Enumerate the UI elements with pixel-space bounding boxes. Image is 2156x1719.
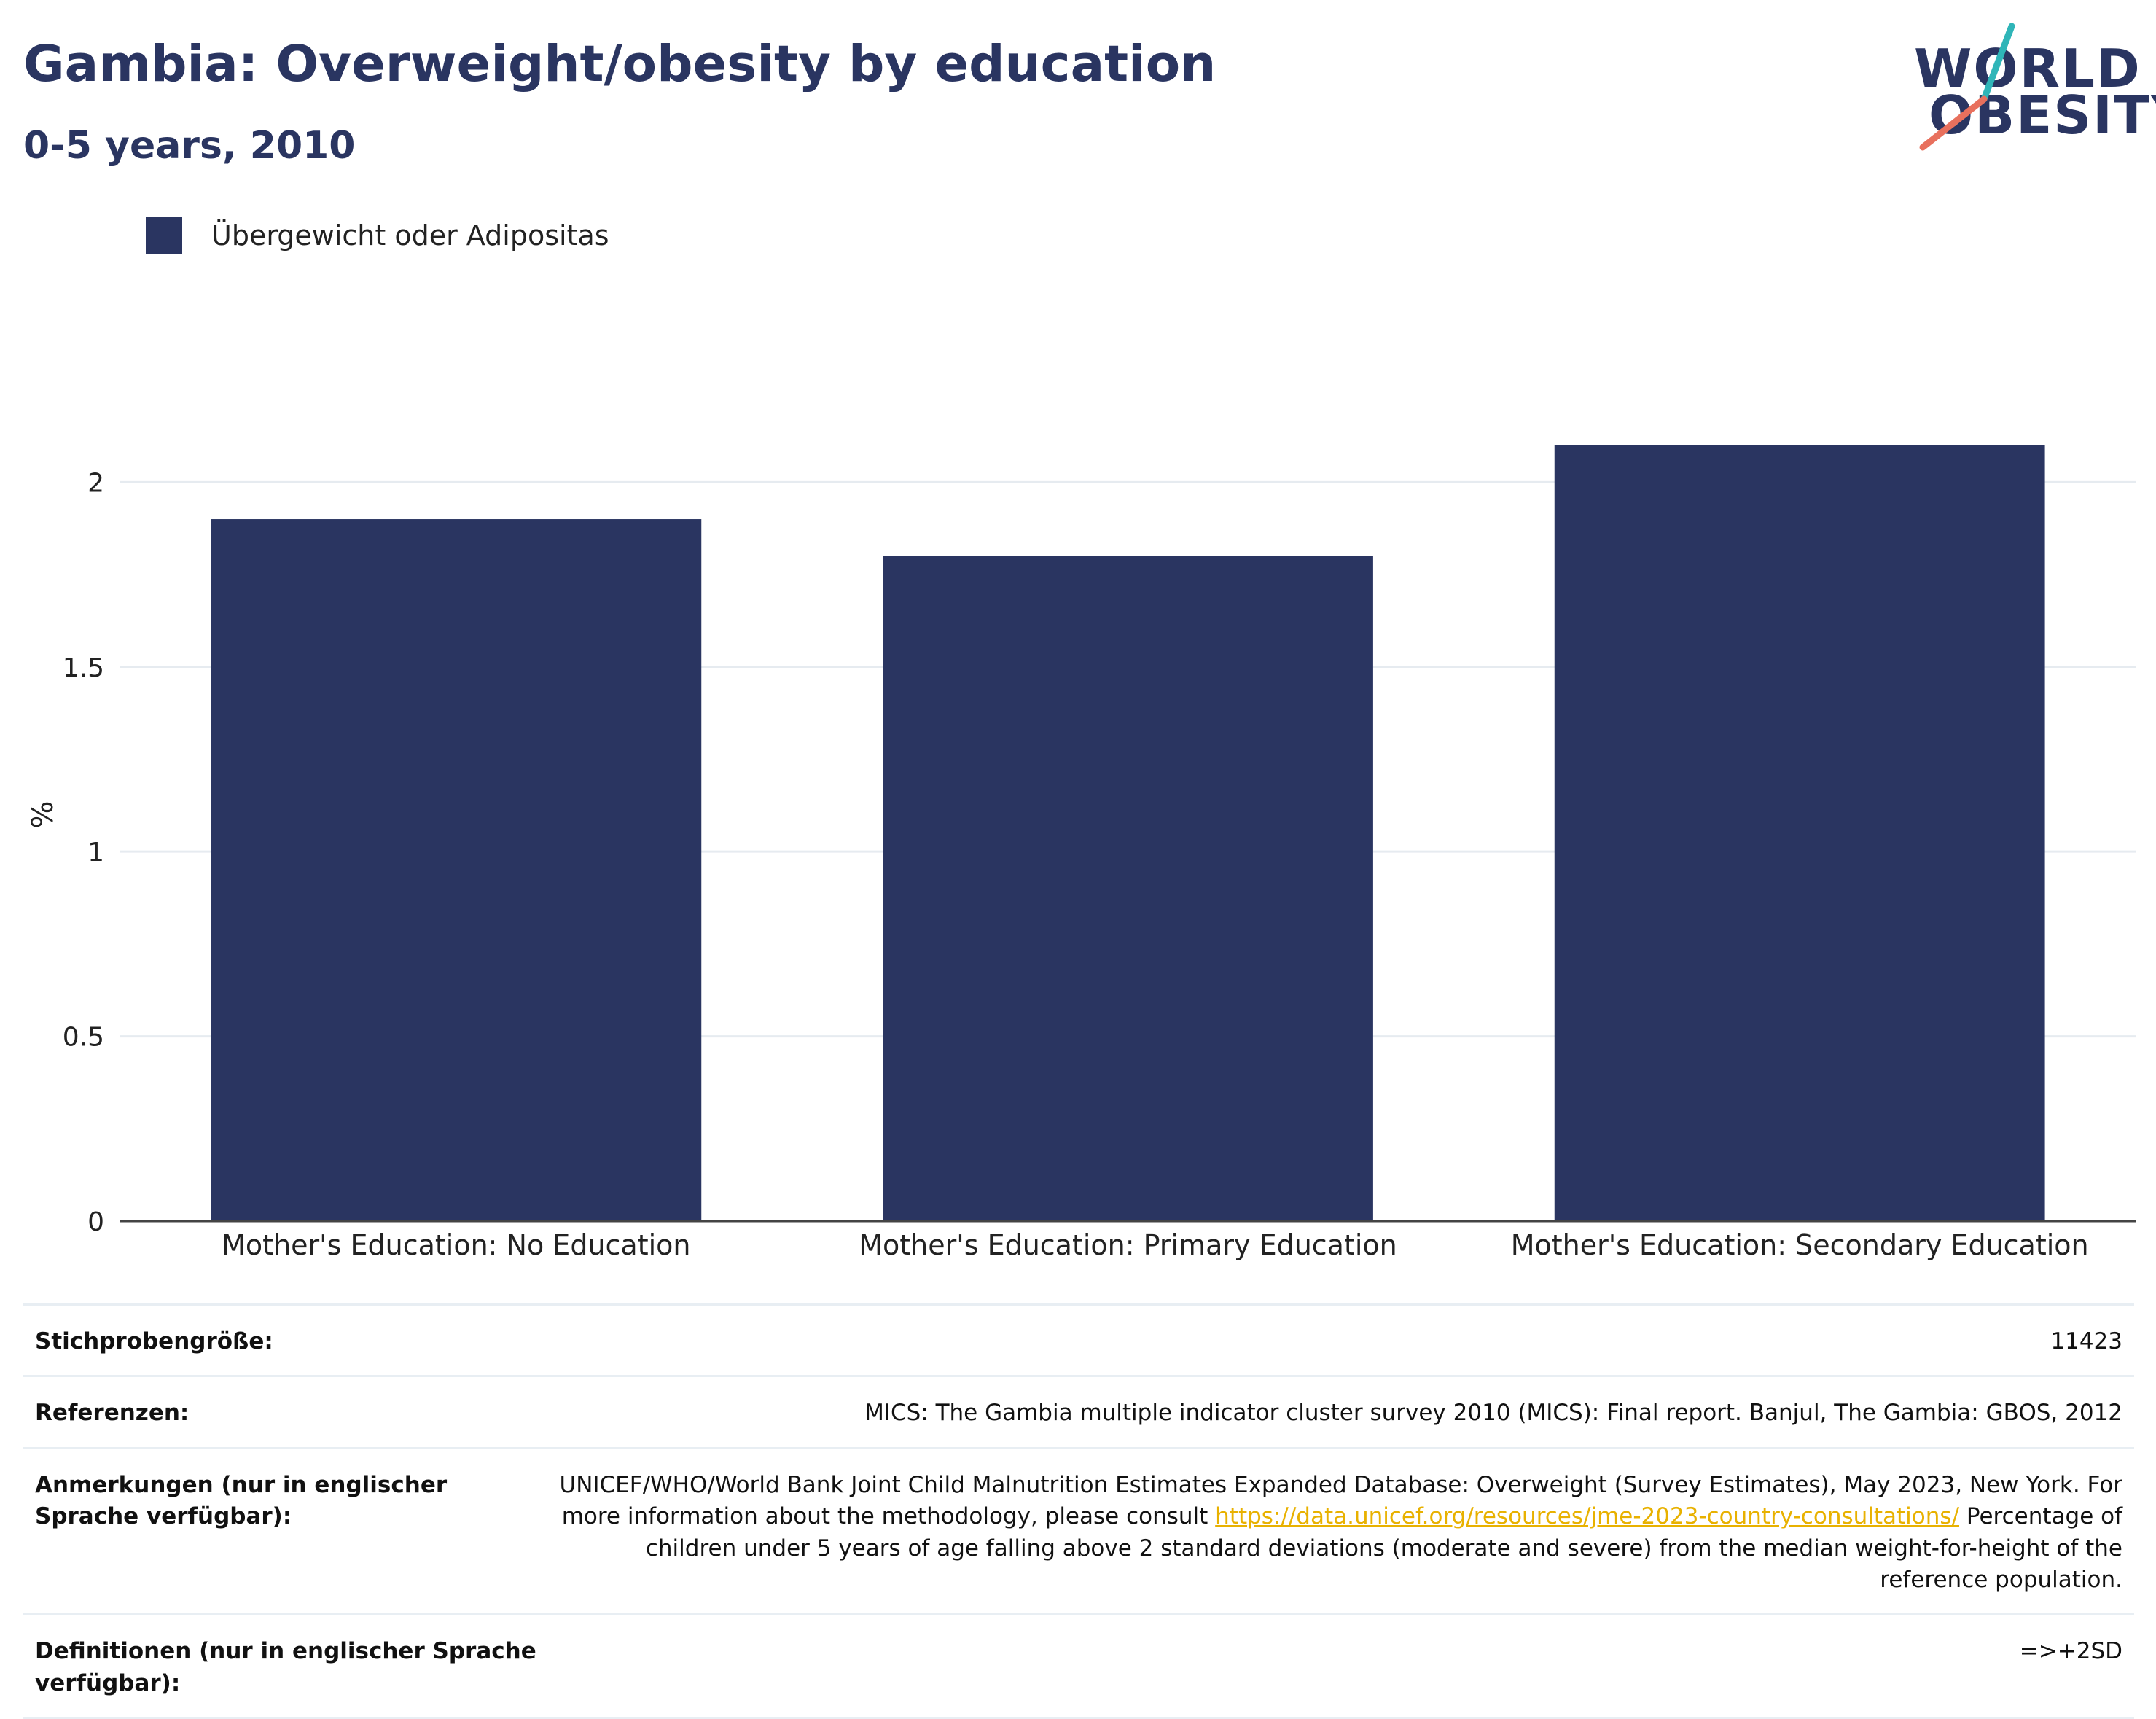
y-tick-label: 0: [87, 1207, 104, 1237]
legend-swatch: [146, 217, 182, 254]
methodology-link[interactable]: https://data.unicef.org/resources/jme-20…: [1215, 1503, 1960, 1530]
y-tick-label: 1.5: [63, 653, 104, 683]
definitions-value: =>+2SD: [2019, 1638, 2122, 1665]
y-tick-label: 1: [87, 838, 104, 868]
y-axis-title: %: [26, 800, 60, 828]
logo-line-1: WORLD: [1914, 38, 2141, 99]
legend: Übergewicht oder Adipositas: [146, 216, 609, 255]
y-tick-label: 0.5: [63, 1023, 104, 1053]
chart-subtitle: 0-5 years, 2010: [23, 124, 356, 168]
metadata-table: Stichprobengröße: 11423 Referenzen: MICS…: [23, 1303, 2134, 1719]
bar[interactable]: [211, 519, 702, 1221]
sample-size-row: Stichprobengröße: 11423: [23, 1303, 2134, 1375]
references-value: MICS: The Gambia multiple indicator clus…: [864, 1400, 2122, 1427]
sample-size-label: Stichprobengröße:: [35, 1328, 273, 1354]
references-row: Referenzen: MICS: The Gambia multiple in…: [23, 1375, 2134, 1446]
definitions-label: Definitionen (nur in englischer Sprache …: [35, 1638, 536, 1696]
bar-chart: 0 0.5 1 1.5 2 Mother's Education: No Educatio…: [26, 445, 2136, 1261]
world-obesity-logo: WORLD OBESITY: [1902, 20, 2156, 152]
notes-value: UNICEF/WHO/World Bank Joint Child Malnut…: [545, 1470, 2123, 1597]
logo-slash-icon: [1919, 23, 2015, 151]
chart-title: Gambia: Overweight/obesity by education: [23, 35, 1216, 93]
bar[interactable]: [1554, 445, 2045, 1221]
notes-label: Anmerkungen (nur in englischer Sprache v…: [35, 1471, 448, 1530]
x-category-label: Mother's Education: Primary Education: [859, 1229, 1397, 1261]
notes-text-after: Percentage of children under 5 years of …: [645, 1503, 2122, 1593]
references-label: Referenzen:: [35, 1400, 190, 1427]
definitions-row: Definitionen (nur in englischer Sprache …: [23, 1613, 2134, 1719]
notes-text-before: UNICEF/WHO/World Bank Joint Child Malnut…: [559, 1471, 2123, 1530]
y-tick-label: 2: [87, 468, 104, 498]
x-category-label: Mother's Education: No Education: [222, 1229, 690, 1261]
bar[interactable]: [883, 556, 1373, 1221]
axes: 0 0.5 1 1.5 2 Mother's Education: No Educatio…: [26, 468, 2136, 1261]
legend-label: Übergewicht oder Adipositas: [211, 219, 609, 252]
notes-row: Anmerkungen (nur in englischer Sprache v…: [23, 1446, 2134, 1614]
sample-size-value: 11423: [2050, 1328, 2122, 1354]
bars: [211, 445, 2045, 1221]
x-category-label: Mother's Education: Secondary Education: [1511, 1229, 2089, 1261]
